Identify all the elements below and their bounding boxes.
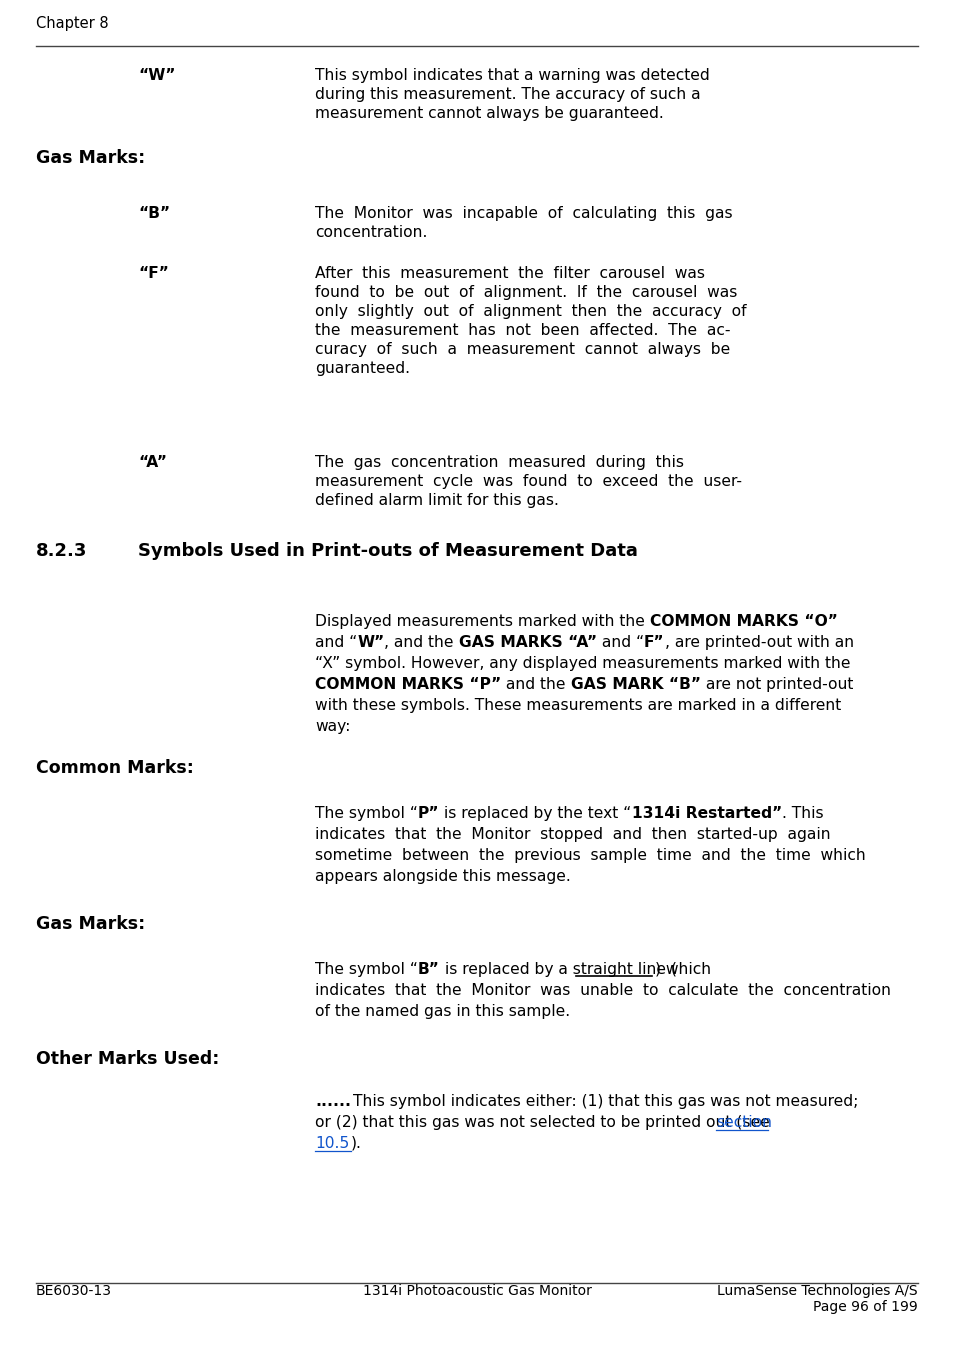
Text: , are printed-out with an: , are printed-out with an [664, 634, 853, 649]
Text: Page 96 of 199: Page 96 of 199 [812, 1300, 917, 1314]
Text: is replaced by the text “: is replaced by the text “ [439, 806, 631, 821]
Text: “X” symbol. However, any displayed measurements marked with the: “X” symbol. However, any displayed measu… [314, 656, 850, 671]
Text: 1314i Photoacoustic Gas Monitor: 1314i Photoacoustic Gas Monitor [362, 1284, 591, 1297]
Text: The  Monitor  was  incapable  of  calculating  this  gas: The Monitor was incapable of calculating… [314, 207, 732, 221]
Text: Symbols Used in Print-outs of Measurement Data: Symbols Used in Print-outs of Measuremen… [138, 541, 638, 560]
Text: or (2) that this gas was not selected to be printed out (see: or (2) that this gas was not selected to… [314, 1115, 774, 1130]
Text: measurement cannot always be guaranteed.: measurement cannot always be guaranteed. [314, 107, 663, 122]
Text: ).: ). [351, 1135, 361, 1152]
Text: are not printed-out: are not printed-out [700, 676, 852, 693]
Text: sometime  between  the  previous  sample  time  and  the  time  which: sometime between the previous sample tim… [314, 848, 864, 863]
Text: After  this  measurement  the  filter  carousel  was: After this measurement the filter carous… [314, 266, 704, 281]
Text: curacy  of  such  a  measurement  cannot  always  be: curacy of such a measurement cannot alwa… [314, 342, 729, 356]
Text: concentration.: concentration. [314, 225, 427, 240]
Text: 1314i Restarted”: 1314i Restarted” [631, 806, 781, 821]
Text: defined alarm limit for this gas.: defined alarm limit for this gas. [314, 493, 558, 508]
Text: only  slightly  out  of  alignment  then  the  accuracy  of: only slightly out of alignment then the … [314, 304, 746, 319]
Text: and the: and the [500, 676, 570, 693]
Text: Gas Marks:: Gas Marks: [36, 148, 145, 167]
Text: way:: way: [314, 720, 350, 734]
Text: ......: ...... [314, 1094, 351, 1108]
Text: GAS MARK “B”: GAS MARK “B” [570, 676, 700, 693]
Text: and “: and “ [314, 634, 356, 649]
Text: Gas Marks:: Gas Marks: [36, 915, 145, 933]
Text: . This: . This [781, 806, 822, 821]
Text: Common Marks:: Common Marks: [36, 759, 193, 778]
Text: 10.5: 10.5 [314, 1135, 349, 1152]
Text: 8.2.3: 8.2.3 [36, 541, 88, 560]
Text: BE6030-13: BE6030-13 [36, 1284, 112, 1297]
Text: COMMON MARKS “O”: COMMON MARKS “O” [649, 614, 837, 629]
Text: COMMON MARKS “P”: COMMON MARKS “P” [314, 676, 500, 693]
Text: “B”: “B” [138, 207, 170, 221]
Text: GAS MARKS “A”: GAS MARKS “A” [458, 634, 597, 649]
Text: The symbol “: The symbol “ [314, 963, 417, 977]
Text: the  measurement  has  not  been  affected.  The  ac-: the measurement has not been affected. T… [314, 323, 730, 338]
Text: “A”: “A” [138, 455, 167, 470]
Text: found  to  be  out  of  alignment.  If  the  carousel  was: found to be out of alignment. If the car… [314, 285, 737, 300]
Text: W”: W” [356, 634, 384, 649]
Text: Displayed measurements marked with the: Displayed measurements marked with the [314, 614, 649, 629]
Text: ) which: ) which [655, 963, 710, 977]
Text: “F”: “F” [138, 266, 169, 281]
Text: “W”: “W” [138, 68, 175, 82]
Text: indicates  that  the  Monitor  was  unable  to  calculate  the  concentration: indicates that the Monitor was unable to… [314, 983, 890, 998]
Text: of the named gas in this sample.: of the named gas in this sample. [314, 1004, 570, 1019]
Text: indicates  that  the  Monitor  stopped  and  then  started-up  again: indicates that the Monitor stopped and t… [314, 828, 830, 842]
Text: measurement  cycle  was  found  to  exceed  the  user-: measurement cycle was found to exceed th… [314, 474, 741, 489]
Text: This symbol indicates either: (1) that this gas was not measured;: This symbol indicates either: (1) that t… [353, 1094, 858, 1108]
Text: F”: F” [643, 634, 664, 649]
Text: Chapter 8: Chapter 8 [36, 16, 109, 31]
Text: P”: P” [417, 806, 439, 821]
Text: The symbol “: The symbol “ [314, 806, 417, 821]
Text: and “: and “ [597, 634, 643, 649]
Text: , and the: , and the [384, 634, 458, 649]
Text: section: section [716, 1115, 771, 1130]
Text: B”: B” [417, 963, 439, 977]
Text: with these symbols. These measurements are marked in a different: with these symbols. These measurements a… [314, 698, 841, 713]
Text: appears alongside this message.: appears alongside this message. [314, 869, 570, 884]
Text: is replaced by a straight line (: is replaced by a straight line ( [439, 963, 676, 977]
Text: Other Marks Used:: Other Marks Used: [36, 1050, 219, 1068]
Text: during this measurement. The accuracy of such a: during this measurement. The accuracy of… [314, 86, 700, 103]
Text: guaranteed.: guaranteed. [314, 360, 410, 377]
Text: LumaSense Technologies A/S: LumaSense Technologies A/S [717, 1284, 917, 1297]
Text: The  gas  concentration  measured  during  this: The gas concentration measured during th… [314, 455, 683, 470]
Text: This symbol indicates that a warning was detected: This symbol indicates that a warning was… [314, 68, 709, 82]
